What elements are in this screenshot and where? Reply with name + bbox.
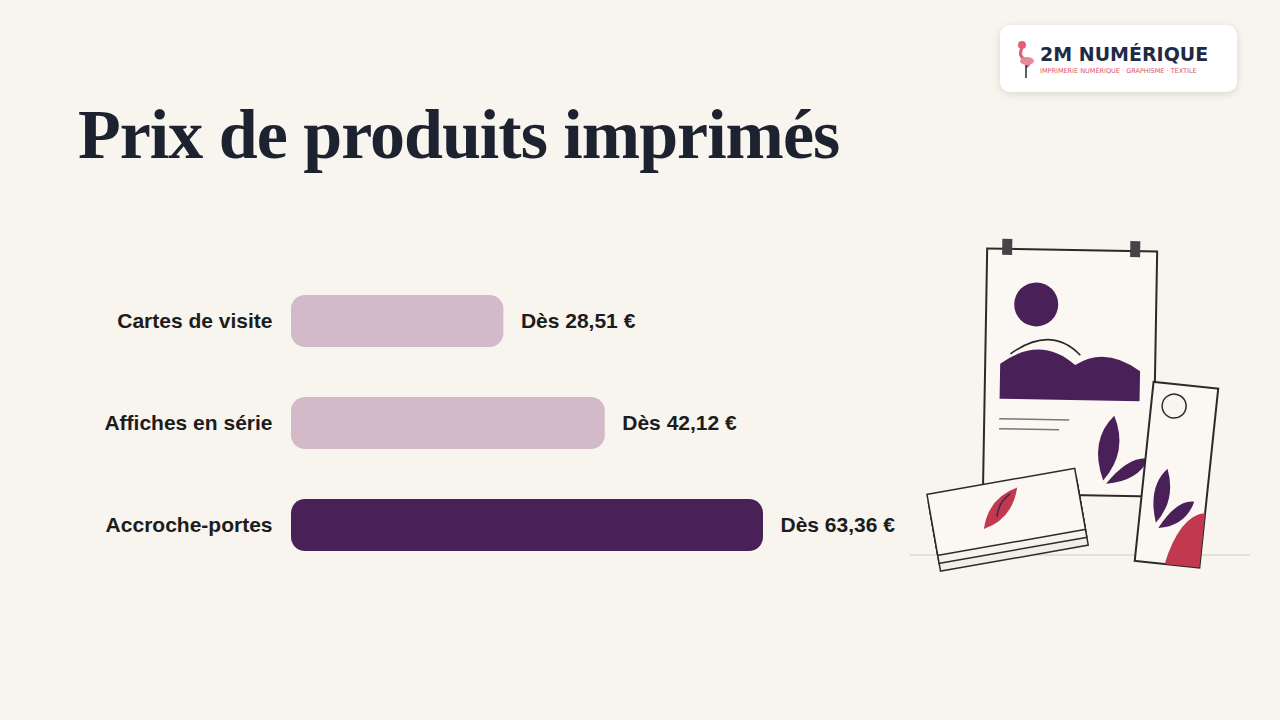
svg-text:Dès 42,12 €: Dès 42,12 € (622, 411, 737, 434)
html-text:IMPRIMERIE NUMÉRIQUE · GRAPHIS: IMPRIMERIE NUMÉRIQUE · GRAPHISME · TEXTI… (1040, 66, 1197, 75)
svg-text:Dès 28,51 €: Dès 28,51 € (521, 309, 636, 332)
svg-text:Dès 63,36 €: Dès 63,36 € (781, 513, 896, 536)
svg-text:Accroche-portes: Accroche-portes (106, 513, 273, 536)
svg-text:Affiches en série: Affiches en série (104, 411, 272, 434)
html-text:2M NUMÉRIQUE: 2M NUMÉRIQUE (1040, 42, 1209, 65)
svg-text:Cartes de visite: Cartes de visite (117, 309, 272, 332)
html-text:Prix de produits imprimés: Prix de produits imprimés (78, 96, 840, 173)
